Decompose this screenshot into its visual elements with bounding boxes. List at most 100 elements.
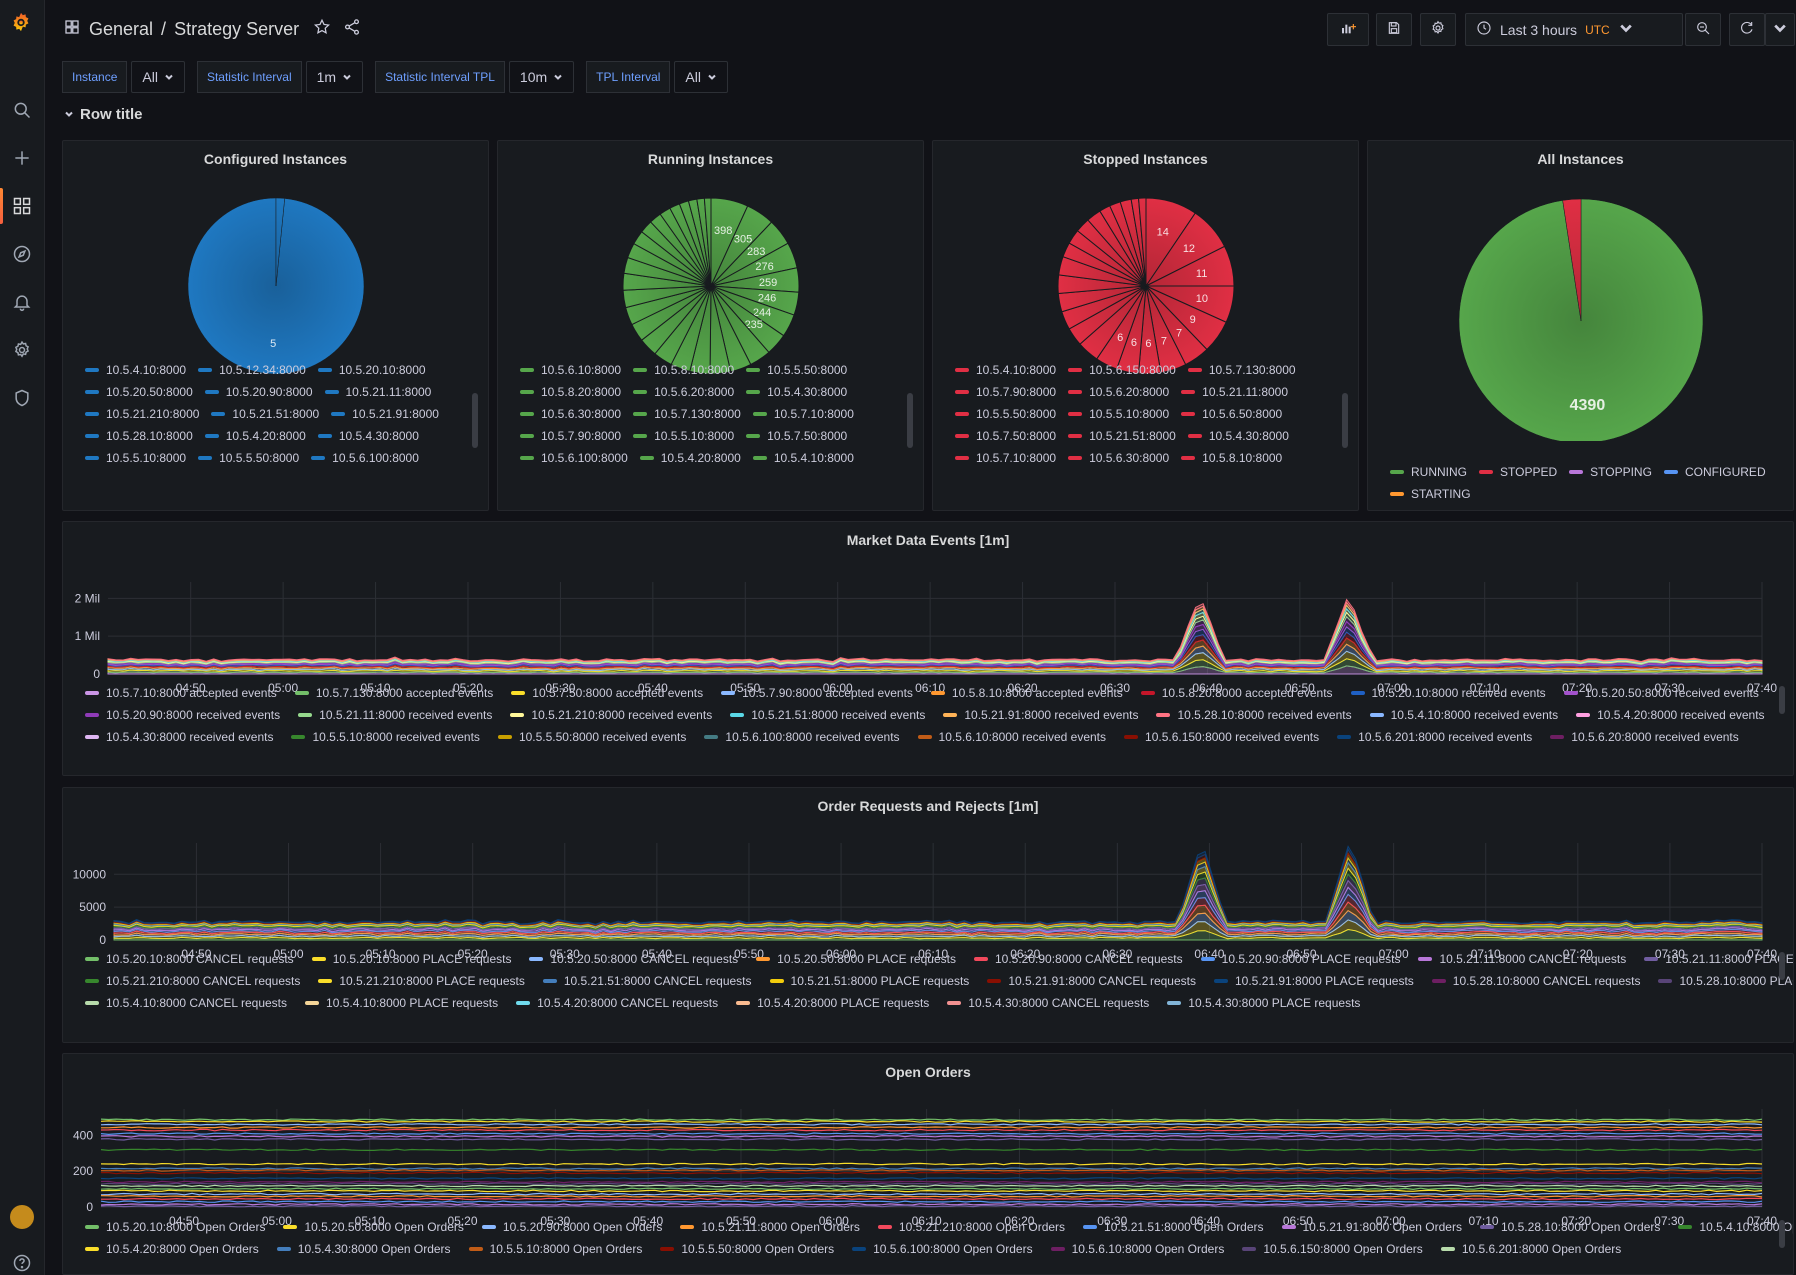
legend-item[interactable]: 10.5.4.10:8000 — [955, 363, 1056, 377]
area-series[interactable] — [113, 852, 1763, 927]
variable-select[interactable]: All — [131, 61, 185, 93]
line-series[interactable] — [100, 1167, 1763, 1170]
legend-item[interactable]: 10.5.28.10:8000 — [85, 429, 193, 443]
legend-item[interactable]: 10.5.8.20:8000 — [520, 385, 621, 399]
legend-item[interactable]: 10.5.4.20:8000 PLACE requests — [736, 996, 929, 1010]
legend-item[interactable]: 10.5.21.51:8000 CANCEL requests — [542, 974, 752, 988]
line-series[interactable] — [100, 1162, 1763, 1166]
legend-item[interactable]: 10.5.20.90:8000 PLACE requests — [1200, 952, 1400, 966]
line-series[interactable] — [101, 1171, 1763, 1175]
legend-item[interactable]: 10.5.21.51:8000 — [1068, 429, 1176, 443]
legend-item[interactable]: 10.5.20.90:8000 Open Orders — [481, 1220, 662, 1234]
legend-item[interactable]: 10.5.21.210:8000 Open Orders — [877, 1220, 1065, 1234]
legend-item[interactable]: 10.5.21.11:8000 CANCEL requests — [1418, 952, 1626, 966]
legend-item[interactable]: 10.5.28.10:8000 CANCEL requests — [1431, 974, 1640, 988]
line-series[interactable] — [100, 1135, 1763, 1138]
area-series[interactable] — [107, 615, 1763, 667]
grafana-logo-icon[interactable] — [10, 11, 32, 33]
line-series[interactable] — [100, 1187, 1763, 1191]
line-series[interactable] — [100, 1132, 1763, 1136]
legend-item[interactable]: 10.5.4.20:8000 CANCEL requests — [516, 996, 718, 1010]
legend-item[interactable]: 10.5.6.10:8000 received events — [917, 730, 1106, 744]
timeseries-panel[interactable]: Order Requests and Rejects [1m] 0 5000 1000… — [62, 787, 1794, 1043]
legend-item[interactable]: 10.5.7.130:8000 — [1187, 363, 1296, 377]
legend-item[interactable]: 10.5.20.90:8000 received events — [85, 708, 280, 722]
time-range-picker[interactable]: Last 3 hours UTC — [1465, 13, 1683, 46]
search-icon[interactable] — [11, 99, 33, 121]
legend-item[interactable]: 10.5.5.10:8000 — [633, 429, 734, 443]
legend-item[interactable]: 10.5.6.150:8000 Open Orders — [1242, 1242, 1423, 1256]
legend-item[interactable]: 10.5.5.50:8000 — [198, 451, 299, 465]
legend-item[interactable]: 10.5.21.51:8000 Open Orders — [1083, 1220, 1264, 1234]
legend-item[interactable]: 10.5.6.30:8000 — [520, 407, 621, 421]
area-series[interactable] — [113, 857, 1763, 929]
legend-item[interactable]: 10.5.6.100:8000 Open Orders — [852, 1242, 1033, 1256]
alerting-bell-icon[interactable] — [11, 291, 33, 313]
timeseries-panel[interactable]: Open Orders 0 200 400 04:50 05:00 05:10 05:20 05… — [62, 1053, 1794, 1275]
legend-item[interactable]: 10.5.21.11:8000 — [324, 385, 431, 399]
pie-panel[interactable]: Stopped Instances 14 12 11 10 9 7 7 6 6 6 10.5.4.10… — [932, 140, 1359, 511]
legend-item[interactable]: 10.5.4.30:8000 received events — [85, 730, 273, 744]
pie-slice[interactable] — [1137, 197, 1147, 287]
legend-item[interactable]: 10.5.12.34:8000 — [198, 363, 306, 377]
legend-item[interactable]: 10.5.5.10:8000 Open Orders — [468, 1242, 642, 1256]
legend-item[interactable]: 10.5.21.51:8000 received events — [730, 708, 925, 722]
legend-item[interactable]: 10.5.4.20:8000 Open Orders — [85, 1242, 259, 1256]
legend-item[interactable]: 10.5.20.50:8000 PLACE requests — [756, 952, 956, 966]
legend-item[interactable]: 10.5.6.100:8000 received events — [704, 730, 900, 744]
legend-item[interactable]: 10.5.21.11:8000 PLACE requests — [1644, 952, 1793, 966]
legend-item[interactable]: 10.5.21.91:8000 — [331, 407, 439, 421]
legend-item[interactable]: 10.5.6.10:8000 Open Orders — [1050, 1242, 1224, 1256]
legend-item[interactable]: 10.5.4.30:8000 Open Orders — [276, 1242, 451, 1256]
legend-item[interactable]: 10.5.8.10:8000 accepted events — [930, 686, 1123, 700]
line-series[interactable] — [100, 1189, 1763, 1193]
area-series[interactable] — [113, 848, 1763, 927]
share-icon[interactable] — [343, 18, 361, 41]
legend-item[interactable]: 10.5.20.10:8000 Open Orders — [85, 1220, 265, 1234]
refresh-button[interactable] — [1729, 13, 1765, 46]
legend-item[interactable]: STARTING — [1390, 487, 1471, 501]
pie-panel[interactable]: Configured Instances 5 10.5.4.10:8000 10.5.… — [62, 140, 489, 511]
variable-select[interactable]: 1m — [305, 61, 364, 93]
line-series[interactable] — [100, 1192, 1763, 1196]
legend-item[interactable]: 10.5.7.130:8000 — [633, 407, 741, 421]
legend-item[interactable]: 10.5.21.210:8000 PLACE requests — [318, 974, 525, 988]
legend-item[interactable]: 10.5.5.10:8000 — [1068, 407, 1169, 421]
legend-item[interactable]: 10.5.6.20:8000 — [633, 385, 734, 399]
legend-item[interactable]: 10.5.4.20:8000 received events — [1576, 708, 1765, 722]
legend-scrollbar[interactable] — [472, 393, 478, 448]
legend-item[interactable]: 10.5.28.10:8000 PLACE requests — [1658, 974, 1793, 988]
legend-item[interactable]: 10.5.6.201:8000 Open Orders — [1440, 1242, 1621, 1256]
explore-icon[interactable] — [11, 243, 33, 265]
legend-item[interactable]: 10.5.21.51:8000 — [211, 407, 319, 421]
legend-item[interactable]: STOPPED — [1479, 465, 1557, 479]
legend-item[interactable]: 10.5.20.10:8000 PLACE requests — [311, 952, 511, 966]
legend-item[interactable]: 10.5.28.10:8000 Open Orders — [1479, 1220, 1660, 1234]
timeseries-panel[interactable]: Market Data Events [1m] 0 1 Mil 2 Mil 04:50 0… — [62, 521, 1794, 776]
legend-item[interactable]: 10.5.20.90:8000 — [204, 385, 313, 399]
legend-item[interactable]: RUNNING — [1390, 465, 1467, 479]
line-series[interactable] — [100, 1118, 1763, 1122]
legend-item[interactable]: STOPPING — [1569, 465, 1652, 479]
breadcrumb-folder[interactable]: General — [89, 19, 154, 39]
dashboard-settings-button[interactable] — [1420, 13, 1456, 46]
plus-icon[interactable] — [11, 147, 33, 169]
legend-item[interactable]: 10.5.21.11:8000 Open Orders — [680, 1220, 860, 1234]
line-series[interactable] — [100, 1177, 1763, 1180]
legend-item[interactable]: 10.5.6.201:8000 received events — [1337, 730, 1532, 744]
legend-item[interactable]: 10.5.20.10:8000 — [317, 363, 426, 377]
legend-item[interactable]: 10.5.4.10:8000 PLACE requests — [305, 996, 498, 1010]
legend-item[interactable]: 10.5.4.30:8000 — [1187, 429, 1289, 443]
pie-slice[interactable] — [1562, 198, 1582, 322]
legend-item[interactable]: 10.5.21.51:8000 PLACE requests — [769, 974, 969, 988]
area-series[interactable] — [113, 845, 1763, 926]
legend-item[interactable]: 10.5.6.100:8000 — [311, 451, 419, 465]
legend-item[interactable]: 10.5.6.150:8000 received events — [1124, 730, 1319, 744]
legend-item[interactable]: 10.5.7.90:8000 accepted events — [721, 686, 913, 700]
legend-item[interactable]: 10.5.4.10:8000 — [752, 451, 854, 465]
line-series[interactable] — [100, 1148, 1763, 1152]
dashboard-title[interactable]: Strategy Server — [174, 19, 300, 39]
legend-item[interactable]: 10.5.6.20:8000 received events — [1550, 730, 1739, 744]
legend-item[interactable]: 10.5.7.10:8000 — [955, 451, 1056, 465]
line-series[interactable] — [101, 1197, 1763, 1201]
